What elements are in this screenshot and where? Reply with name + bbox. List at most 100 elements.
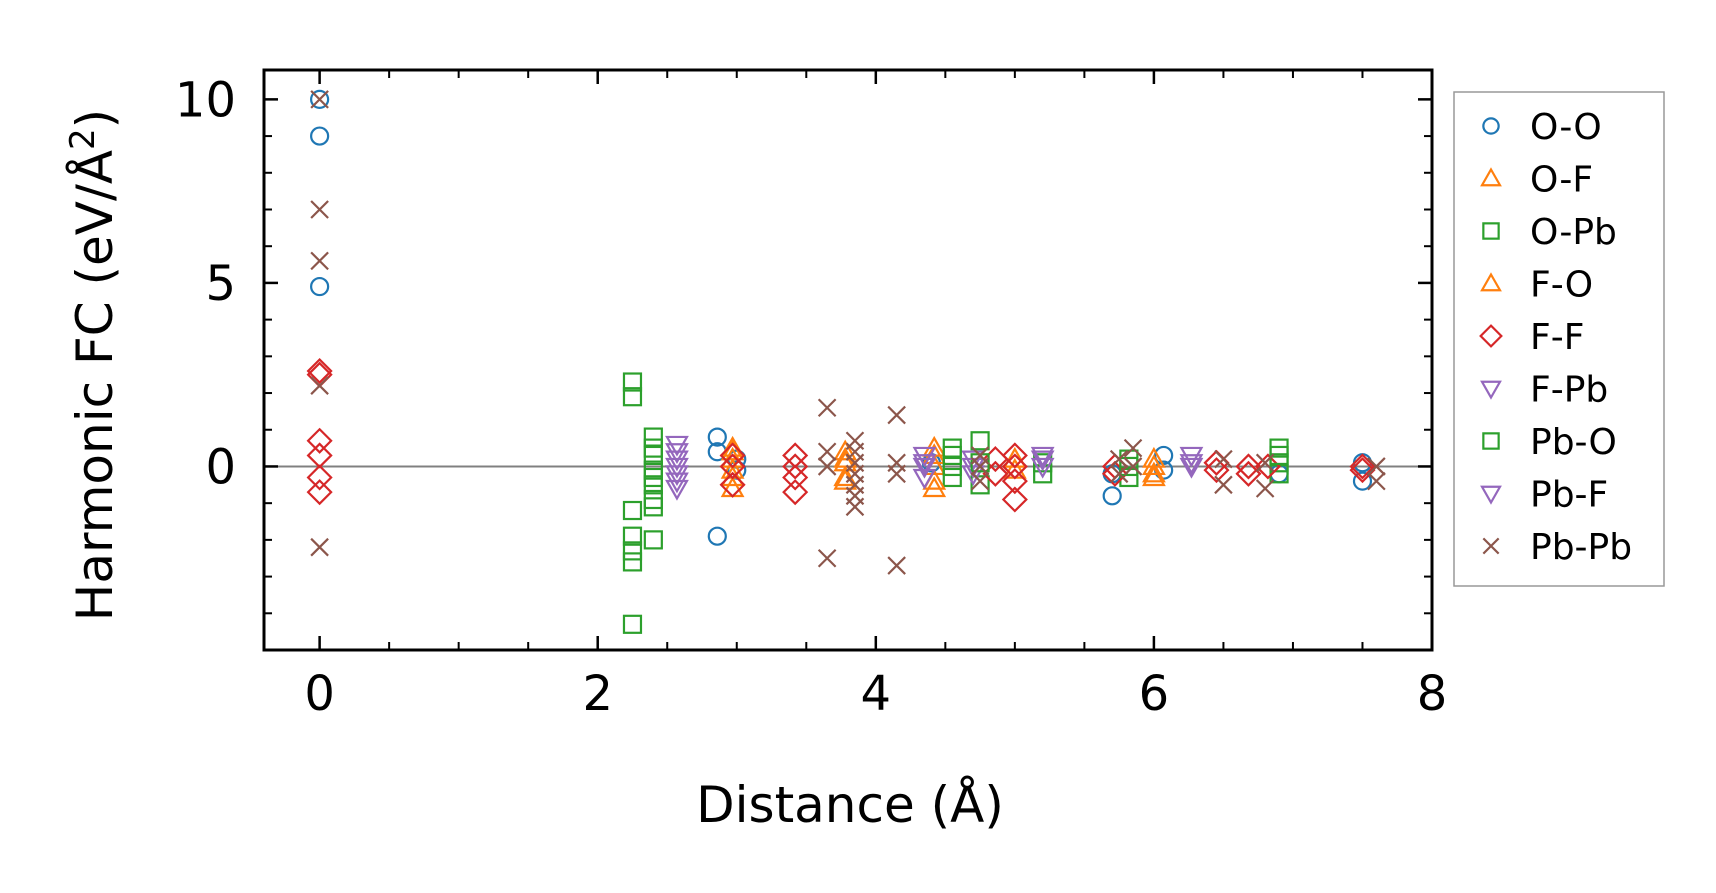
point-o-pb	[970, 475, 990, 495]
point-f-pb	[665, 479, 689, 501]
point-pb-f	[665, 443, 689, 464]
point-pb-pb	[1214, 449, 1233, 469]
point-f-pb	[1030, 446, 1055, 468]
point-f-pb	[665, 450, 689, 472]
point-pb-pb	[887, 556, 906, 575]
point-f-f	[306, 464, 333, 491]
point-pb-f	[1179, 454, 1204, 476]
point-o-o	[707, 427, 727, 447]
point-f-o	[1142, 461, 1166, 483]
point-pb-f	[665, 457, 689, 479]
point-pb-pb	[1367, 471, 1386, 491]
point-f-o	[1142, 446, 1166, 468]
point-o-f	[1142, 465, 1166, 487]
legend-marker-o-o	[1482, 117, 1500, 135]
point-o-pb	[622, 372, 643, 392]
point-f-f	[1349, 457, 1376, 484]
point-f-f	[1235, 460, 1262, 487]
point-o-pb	[942, 467, 962, 488]
point-pb-pb	[817, 457, 837, 476]
data-points	[306, 89, 1386, 634]
y-tick-label: 5	[205, 256, 236, 312]
point-f-pb	[961, 465, 986, 487]
point-o-pb	[622, 526, 643, 546]
point-f-pb	[912, 457, 937, 479]
legend: O-O O-F O-Pb F-O F-F F-Pb Pb-O Pb-F Pb-Pb	[1453, 91, 1665, 587]
point-f-o	[720, 439, 745, 461]
legend-marker-o-f	[1480, 167, 1502, 187]
legend-marker-pb-f	[1480, 485, 1502, 505]
point-pb-o	[643, 438, 663, 458]
point-f-f	[782, 453, 809, 480]
point-f-f	[306, 357, 333, 385]
y-axis-label: Harmonic FC (eV/Å2)	[63, 109, 124, 621]
point-f-f	[1001, 453, 1028, 480]
point-f-pb	[665, 435, 689, 457]
x-tick-label: 4	[861, 666, 892, 722]
point-f-o	[720, 465, 745, 487]
point-o-pb	[622, 614, 643, 634]
point-o-pb	[643, 427, 663, 447]
point-f-f	[1001, 442, 1028, 469]
point-f-pb	[961, 450, 986, 472]
legend-label-f-o: F-O	[1530, 265, 1593, 306]
point-f-f	[1235, 453, 1262, 480]
y-tick-label: 10	[175, 72, 236, 128]
point-o-pb	[622, 387, 643, 407]
point-pb-pb	[970, 457, 990, 476]
point-f-f	[1349, 453, 1376, 480]
point-pb-o	[1269, 445, 1289, 466]
point-f-f	[782, 479, 809, 506]
point-f-pb	[1179, 446, 1204, 468]
point-f-f	[1001, 468, 1028, 495]
y-tick-label: 0	[205, 439, 236, 495]
point-o-pb	[643, 530, 663, 550]
point-o-o	[1352, 453, 1373, 473]
legend-label-f-pb: F-Pb	[1530, 370, 1608, 411]
point-f-f	[719, 471, 746, 498]
point-pb-pb	[310, 251, 329, 271]
point-f-f	[719, 453, 746, 480]
point-pb-pb	[817, 398, 837, 417]
point-o-pb	[622, 552, 643, 572]
point-pb-pb	[310, 200, 329, 219]
point-o-o	[310, 126, 330, 146]
legend-marker-o-pb	[1482, 222, 1500, 240]
point-pb-pb	[310, 90, 329, 109]
point-o-f	[833, 439, 858, 461]
point-o-pb	[622, 500, 643, 521]
point-f-pb	[912, 446, 937, 468]
point-pb-o	[643, 467, 663, 488]
point-o-pb	[970, 431, 990, 451]
legend-label-o-o: O-O	[1530, 107, 1602, 148]
point-pb-pb	[1255, 479, 1275, 498]
point-pb-pb	[817, 442, 837, 462]
point-pb-f	[665, 472, 689, 494]
point-pb-pb	[887, 405, 906, 425]
point-o-pb	[942, 456, 962, 477]
point-pb-pb	[887, 464, 906, 484]
point-pb-pb	[1255, 453, 1275, 473]
point-o-o	[1102, 486, 1122, 506]
point-o-pb	[643, 497, 663, 517]
point-o-f	[1142, 454, 1166, 476]
legend-marker-pb-o	[1482, 432, 1500, 450]
point-o-o	[310, 276, 330, 297]
point-pb-f	[1030, 450, 1055, 472]
point-pb-pb	[310, 537, 329, 557]
point-o-o	[707, 526, 727, 546]
point-f-pb	[1030, 457, 1055, 479]
point-f-f	[719, 442, 746, 469]
plot-frame	[262, 68, 1434, 652]
point-f-f	[306, 442, 333, 469]
y-axis-label-sup: 2	[63, 128, 103, 150]
tick-labels: 0 2 4 6 8 0 5 10	[175, 72, 1447, 722]
point-f-f	[1001, 486, 1028, 513]
x-tick-label: 2	[582, 666, 613, 722]
x-tick-label: 8	[1417, 666, 1448, 722]
point-pb-o	[942, 445, 962, 466]
point-o-o	[1352, 471, 1373, 491]
x-tick-label: 0	[304, 666, 335, 722]
point-pb-pb	[310, 376, 329, 395]
point-f-f	[306, 427, 333, 454]
